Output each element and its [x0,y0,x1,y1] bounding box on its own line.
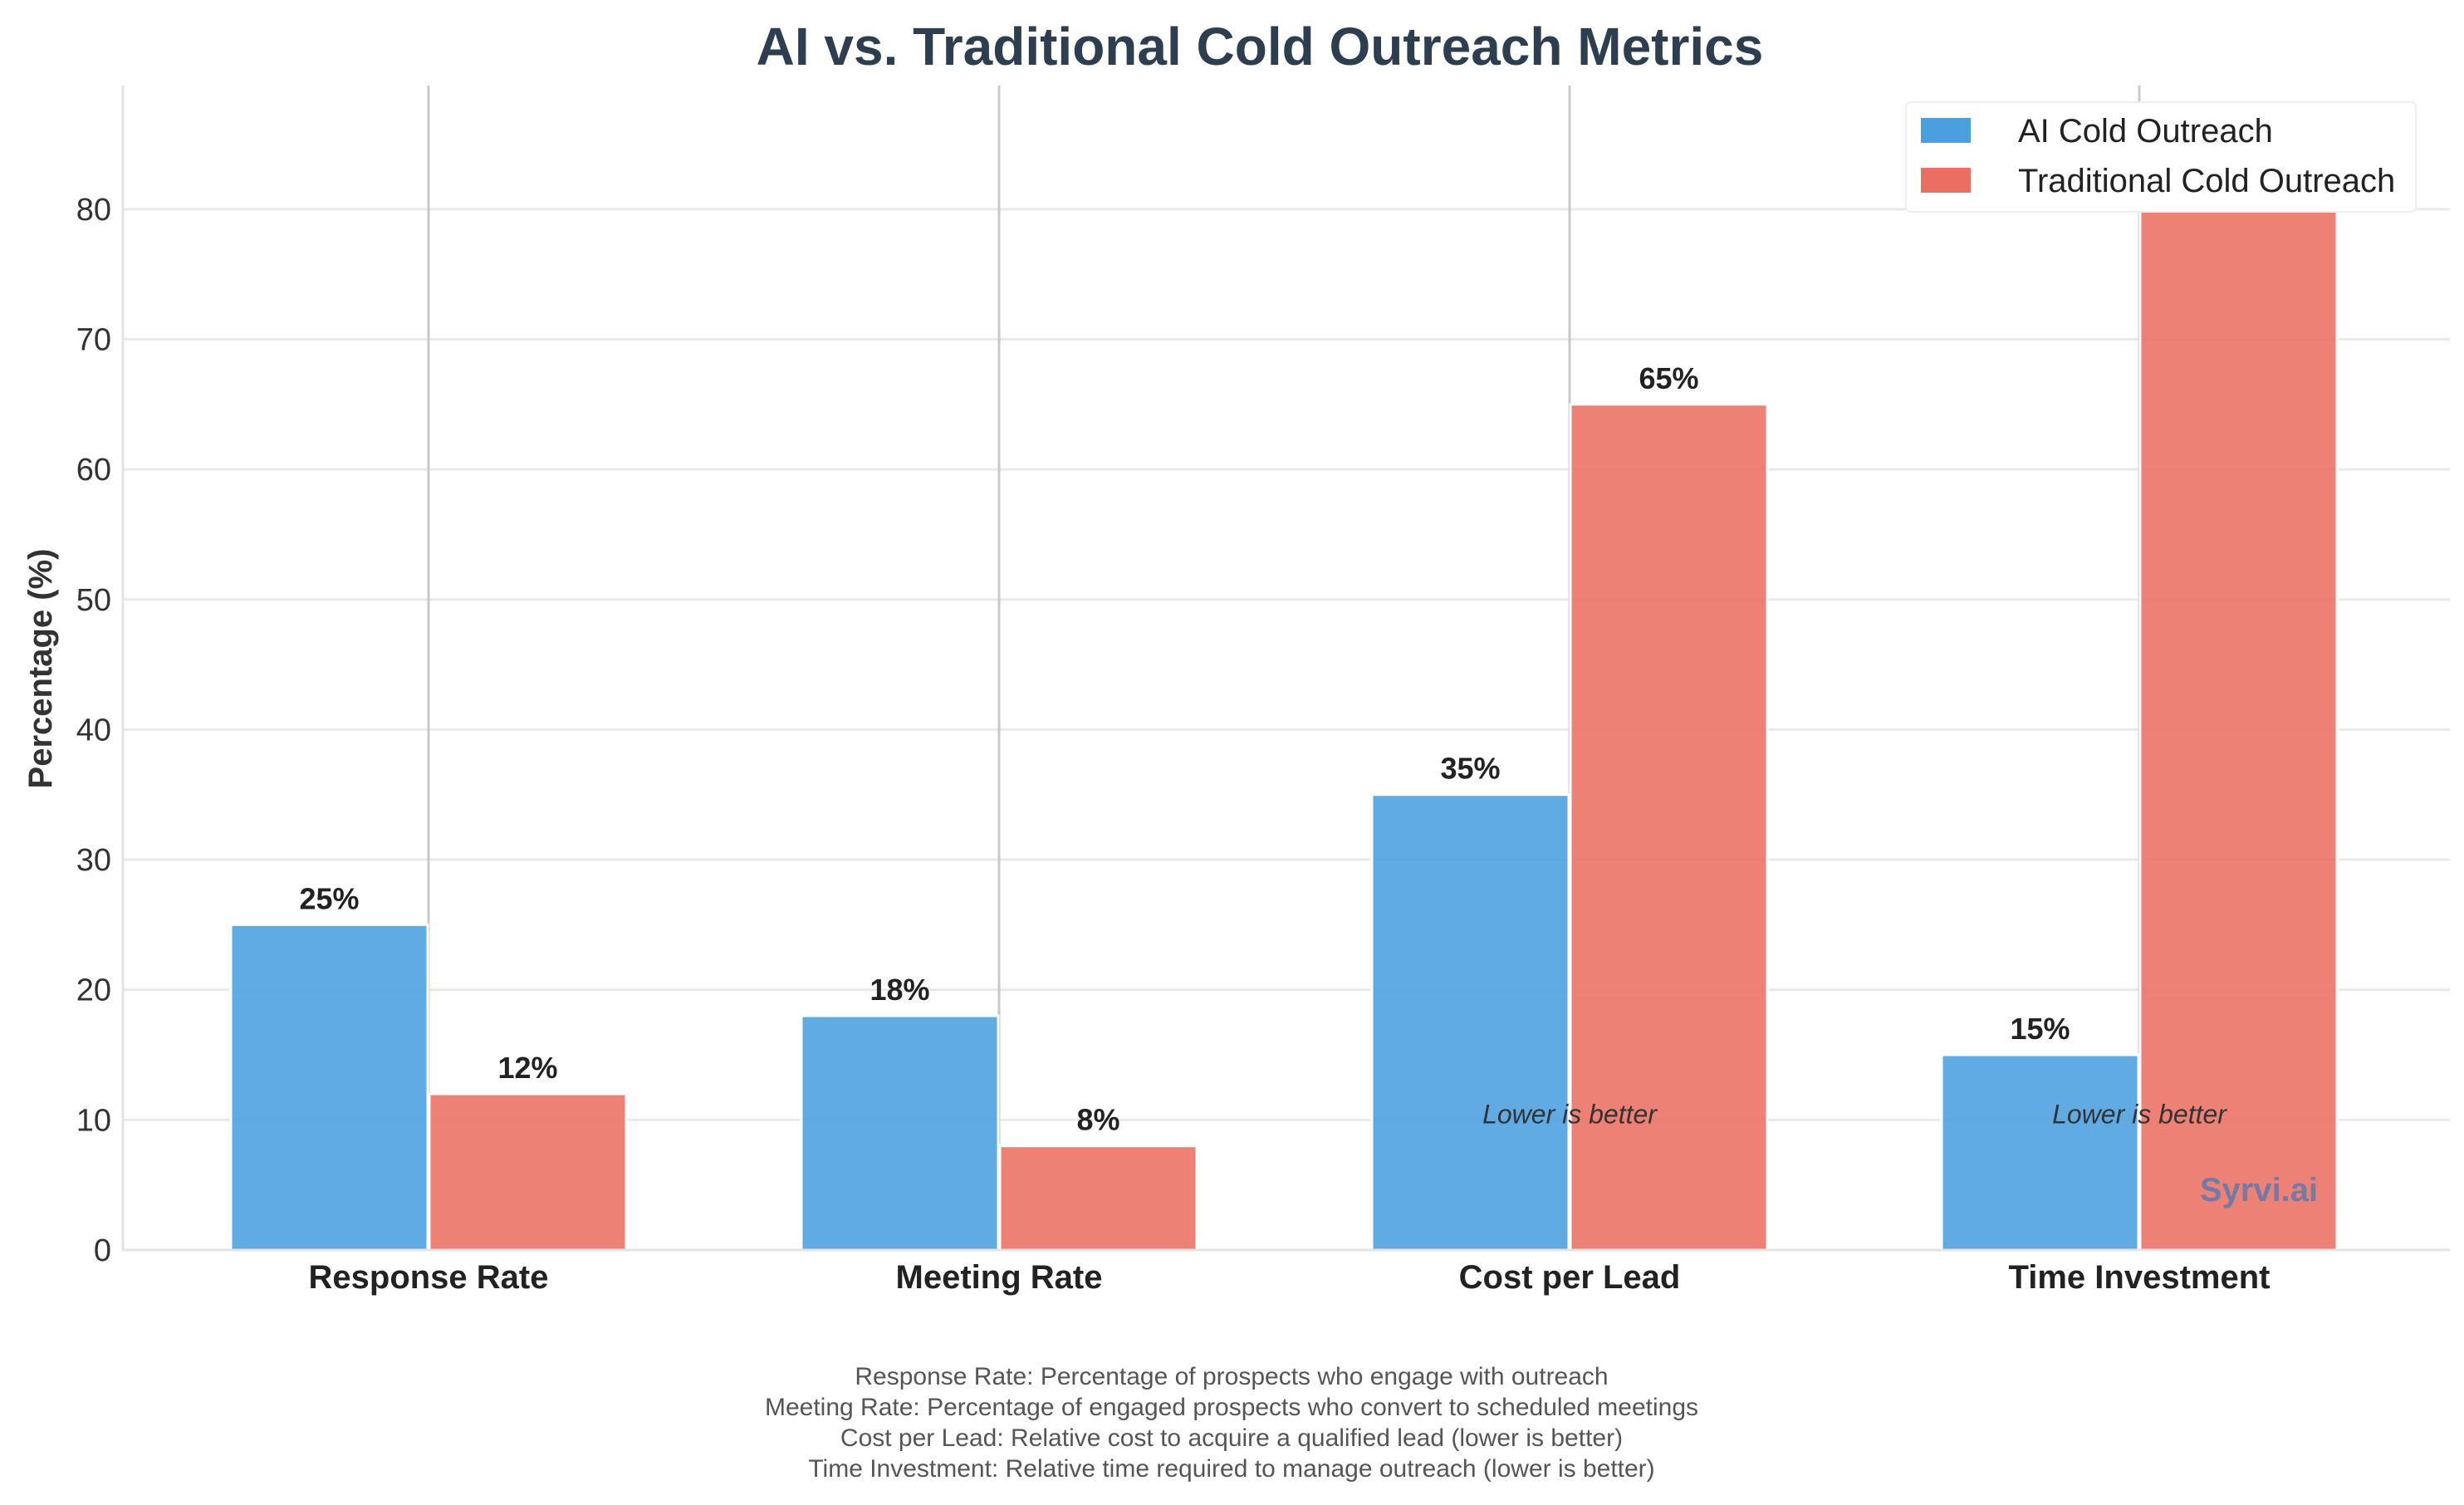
footnotes: Response Rate: Percentage of prospects w… [765,1363,1698,1483]
y-tick-layer: 0 10 20 30 40 50 60 70 80 [76,193,111,1268]
legend-label-traditional: Traditional Cold Outreach [2018,163,2395,199]
x-category-label: Response Rate [309,1259,549,1296]
value-label-traditional-1: 12% [497,1051,557,1085]
value-label-ai-1: 25% [299,881,359,915]
y-axis-label: Percentage (%) [22,549,59,789]
value-label-layer: 25%18%35%15%12%8%65%85%Lower is betterLo… [299,100,2268,1136]
watermark: Syrvi.ai [2200,1172,2318,1208]
y-tick-label: 20 [76,973,111,1008]
footnote-cost-per-lead: Cost per Lead: Relative cost to acquire … [840,1424,1623,1452]
footnote-meeting-rate: Meeting Rate: Percentage of engaged pros… [765,1394,1698,1421]
x-category-layer: Response Rate Meeting Rate Cost per Lead Ti… [309,1259,2271,1296]
bar-ai-3 [1370,793,1570,1252]
y-tick-label: 50 [76,583,111,618]
footnote-response-rate: Response Rate: Percentage of prospects w… [855,1363,1608,1390]
legend-label-ai: AI Cold Outreach [2018,113,2273,150]
bar-layer [229,142,2339,1252]
x-category-label: Cost per Lead [1459,1259,1681,1296]
bar-traditional-3 [1569,403,1769,1252]
bar-ai-1 [229,923,429,1252]
y-tick-label: 80 [76,193,111,228]
legend: AI Cold Outreach Traditional Cold Outrea… [1905,101,2417,213]
grid-layer [123,208,2450,1121]
bar-traditional-1 [428,1092,628,1252]
legend-swatch-ai [1921,118,1971,143]
bar-traditional-4 [2138,142,2339,1252]
category-separator-layer [427,86,2141,1250]
x-category-label: Time Investment [2009,1259,2271,1296]
footnote-time-investment: Time Investment: Relative time required … [808,1455,1654,1483]
y-tick-label: 10 [76,1103,111,1138]
annotation-lower-is-better-4: Lower is better [2052,1100,2227,1130]
bar-ai-2 [800,1014,1000,1252]
y-tick-label: 60 [76,453,111,488]
y-tick-label: 30 [76,843,111,878]
bar-ai-4 [1940,1053,2140,1252]
value-label-ai-3: 35% [1440,752,1500,786]
axis-spine [121,86,2450,1252]
value-label-traditional-2: 8% [1076,1103,1119,1137]
value-label-ai-2: 18% [870,973,929,1007]
legend-swatch-traditional [1921,168,1971,193]
value-label-ai-4: 15% [2010,1012,2070,1046]
y-tick-label: 70 [76,322,111,357]
y-tick-label: 40 [76,713,111,748]
x-category-label: Meeting Rate [896,1259,1103,1296]
chart-title: AI vs. Traditional Cold Outreach Metrics [757,17,1764,76]
legend-frame [1905,101,2417,213]
bar-traditional-2 [998,1145,1198,1252]
annotation-lower-is-better-3: Lower is better [1482,1100,1658,1130]
y-tick-label: 0 [94,1233,111,1268]
value-label-traditional-3: 65% [1639,361,1698,395]
